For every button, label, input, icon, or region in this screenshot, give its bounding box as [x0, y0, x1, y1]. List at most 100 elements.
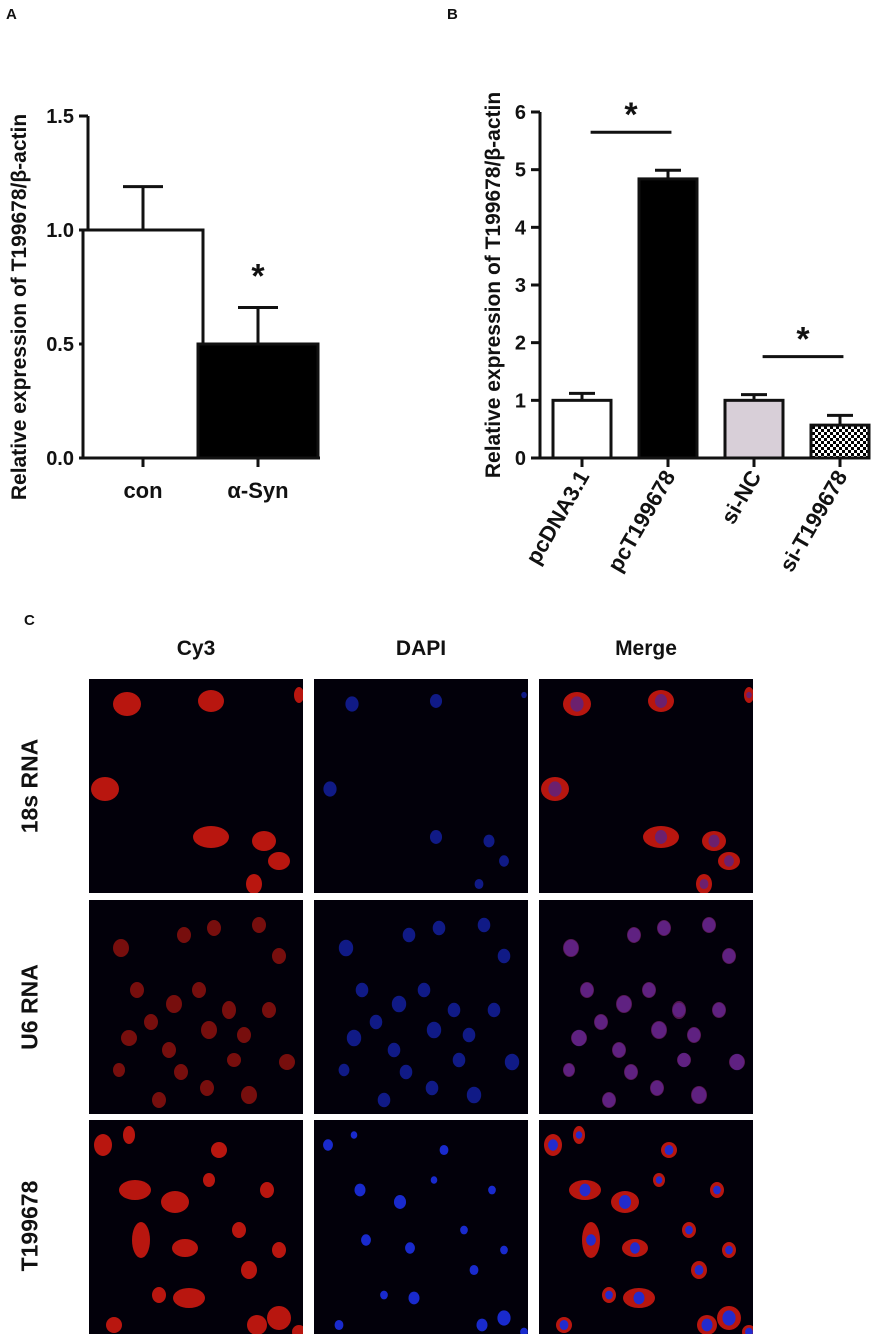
cell-nucleus: [570, 696, 584, 712]
cell-nucleus: [429, 830, 443, 844]
cell-cy3-signal: [132, 1222, 150, 1258]
cell-cy3-signal: [123, 1126, 135, 1144]
cell-nucleus: [586, 1234, 596, 1246]
bar-chart-a: 0.0 0.5 1.0 1.5 Relative expression of T1996…: [8, 106, 320, 503]
cell-nucleus: [708, 834, 720, 848]
cell-nucleus: [612, 1042, 626, 1058]
cell-nucleus: [430, 1176, 438, 1184]
y-tick-label: 0.0: [46, 448, 74, 470]
cell-cy3-signal: [648, 690, 674, 712]
cell-nucleus: [579, 1183, 591, 1197]
cell-nucleus: [354, 1183, 366, 1197]
y-tick-label: 0: [515, 448, 526, 470]
panel-letter-b: B: [447, 6, 458, 23]
bar-pct199678: [637, 177, 699, 460]
cell-cy3-signal: [643, 826, 679, 848]
cell-nucleus: [387, 1042, 401, 1058]
microscopy-image: [314, 900, 528, 1114]
cell-nucleus: [334, 1319, 344, 1331]
cell-nucleus: [699, 878, 709, 890]
cell-nucleus: [500, 1245, 508, 1255]
cell-cy3-signal: [174, 1064, 188, 1080]
cell-cy3-signal: [113, 1063, 125, 1077]
bar-si-nc: [723, 398, 785, 460]
cell-nucleus: [618, 1195, 632, 1209]
cell-nucleus: [497, 1310, 511, 1326]
cell-cy3-signal: [563, 692, 591, 716]
cell-nucleus: [602, 1092, 616, 1108]
cell-cy3-signal: [152, 1092, 166, 1108]
bar-si-t199678: [809, 423, 871, 460]
cell-cy3-signal: [232, 1222, 246, 1238]
y-tick-label: 2: [515, 333, 526, 355]
cell-nucleus: [630, 1242, 640, 1254]
microscopy-18s-rna-merge: [539, 679, 753, 893]
microscopy-u6-rna-cy3: [89, 900, 303, 1114]
cell-nucleus: [580, 982, 594, 998]
cell-nucleus: [380, 1290, 388, 1300]
cell-nucleus: [432, 920, 446, 936]
cell-nucleus: [691, 1086, 707, 1104]
cell-cy3-signal: [94, 1134, 112, 1156]
cell-cy3-signal: [624, 1064, 638, 1080]
cell-cy3-signal: [247, 1315, 267, 1334]
cell-nucleus: [452, 1052, 466, 1068]
cell-nucleus: [571, 1029, 587, 1047]
cell-nucleus: [350, 1131, 358, 1139]
cell-cy3-signal: [246, 874, 262, 893]
x-tick-label: si-NC: [716, 466, 766, 528]
cell-nucleus: [429, 694, 443, 708]
cell-nucleus: [605, 1290, 613, 1300]
cell-cy3-signal: [580, 982, 594, 998]
microscopy-t199678-dapi: [314, 1120, 528, 1334]
x-tick-label: con: [123, 478, 162, 503]
cell-nucleus: [672, 1002, 686, 1018]
y-tick-label: 1: [515, 390, 526, 412]
cell-nucleus: [399, 1064, 413, 1080]
cell-nucleus: [487, 1002, 501, 1018]
cell-nucleus: [650, 1080, 664, 1096]
microscopy-image: [89, 679, 303, 893]
cell-nucleus: [447, 1002, 461, 1018]
cell-cy3-signal: [612, 1042, 626, 1058]
cell-nucleus: [702, 917, 716, 933]
cell-cy3-signal: [198, 690, 224, 712]
cell-nucleus: [393, 1195, 407, 1209]
cell-cy3-signal: [227, 1053, 241, 1067]
cell-nucleus: [346, 1029, 362, 1047]
cell-nucleus: [624, 1064, 638, 1080]
cell-cy3-signal: [294, 687, 303, 703]
cell-nucleus: [685, 1225, 693, 1235]
microscopy-18s-rna-dapi: [314, 679, 528, 893]
microscopy-image: [539, 679, 753, 893]
y-tick-label: 0.5: [46, 334, 74, 356]
cell-cy3-signal: [279, 1054, 295, 1070]
cell-cy3-signal: [672, 1001, 686, 1019]
cell-nucleus: [548, 781, 562, 797]
cell-cy3-signal: [262, 1002, 276, 1018]
cell-nucleus: [745, 1327, 753, 1334]
panel-letter-a: A: [6, 6, 17, 23]
cell-cy3-signal: [571, 1030, 587, 1046]
cell-nucleus: [722, 1310, 736, 1326]
cell-cy3-signal: [627, 927, 641, 943]
cell-nucleus: [725, 1245, 733, 1255]
cell-nucleus: [616, 995, 632, 1013]
microscopy-image: [314, 679, 528, 893]
cell-nucleus: [712, 1002, 726, 1018]
cell-cy3-signal: [729, 1054, 745, 1070]
cell-nucleus: [377, 1092, 391, 1108]
cell-nucleus: [338, 1063, 350, 1077]
cell-nucleus: [408, 1291, 420, 1305]
cell-cy3-signal: [113, 692, 141, 716]
cell-nucleus: [474, 878, 484, 890]
cell-nucleus: [563, 939, 579, 957]
cell-cy3-signal: [744, 687, 753, 703]
cell-cy3-signal: [260, 1182, 274, 1198]
cell-nucleus: [460, 1225, 468, 1235]
cell-nucleus: [497, 948, 511, 964]
cell-nucleus: [323, 781, 337, 797]
cell-cy3-signal: [177, 927, 191, 943]
x-tick-label: pcDNA3.1: [521, 466, 595, 568]
cell-cy3-signal: [272, 948, 286, 964]
